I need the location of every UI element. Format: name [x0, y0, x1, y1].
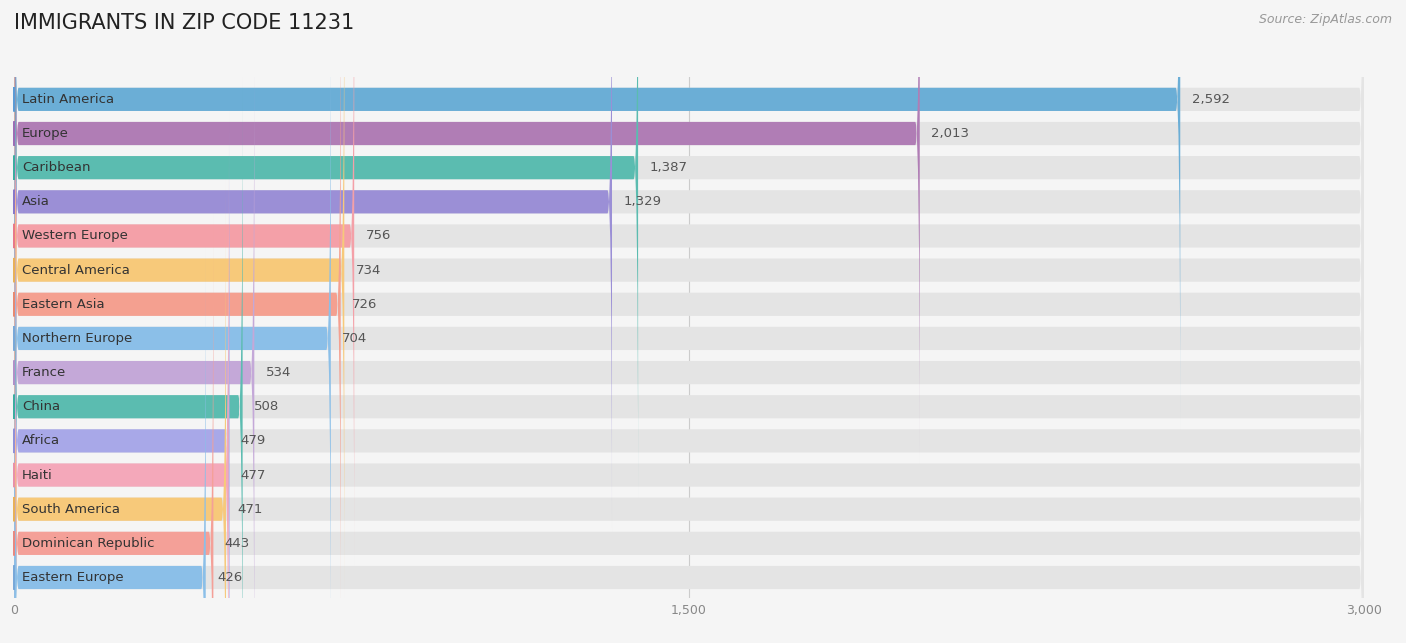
FancyBboxPatch shape: [14, 248, 205, 643]
Text: Haiti: Haiti: [22, 469, 53, 482]
FancyBboxPatch shape: [14, 145, 1364, 643]
FancyBboxPatch shape: [14, 8, 330, 643]
Text: Latin America: Latin America: [22, 93, 114, 106]
FancyBboxPatch shape: [14, 213, 1364, 643]
FancyBboxPatch shape: [14, 179, 1364, 643]
Text: South America: South America: [22, 503, 120, 516]
Text: 2,013: 2,013: [931, 127, 969, 140]
FancyBboxPatch shape: [14, 213, 214, 643]
Text: 426: 426: [217, 571, 242, 584]
Text: 2,592: 2,592: [1191, 93, 1229, 106]
FancyBboxPatch shape: [14, 0, 920, 464]
FancyBboxPatch shape: [14, 0, 1364, 600]
FancyBboxPatch shape: [14, 145, 229, 643]
FancyBboxPatch shape: [14, 0, 344, 600]
FancyBboxPatch shape: [14, 0, 1364, 634]
Text: 1,329: 1,329: [623, 195, 661, 208]
Text: 756: 756: [366, 230, 391, 242]
FancyBboxPatch shape: [14, 42, 254, 643]
Text: 471: 471: [238, 503, 263, 516]
FancyBboxPatch shape: [14, 248, 1364, 643]
FancyBboxPatch shape: [14, 111, 1364, 643]
Text: Europe: Europe: [22, 127, 69, 140]
Text: Asia: Asia: [22, 195, 51, 208]
Text: 477: 477: [240, 469, 266, 482]
Text: 704: 704: [342, 332, 367, 345]
Text: 479: 479: [240, 435, 266, 448]
FancyBboxPatch shape: [14, 77, 243, 643]
Text: China: China: [22, 400, 60, 413]
FancyBboxPatch shape: [14, 179, 226, 643]
FancyBboxPatch shape: [14, 42, 1364, 643]
Text: 534: 534: [266, 366, 291, 379]
Text: IMMIGRANTS IN ZIP CODE 11231: IMMIGRANTS IN ZIP CODE 11231: [14, 13, 354, 33]
FancyBboxPatch shape: [14, 77, 1364, 643]
FancyBboxPatch shape: [14, 0, 638, 498]
FancyBboxPatch shape: [14, 0, 1364, 430]
FancyBboxPatch shape: [14, 0, 1364, 532]
FancyBboxPatch shape: [14, 8, 1364, 643]
Text: Caribbean: Caribbean: [22, 161, 90, 174]
Text: 734: 734: [356, 264, 381, 276]
Text: 508: 508: [254, 400, 280, 413]
Text: Eastern Asia: Eastern Asia: [22, 298, 105, 311]
Text: Eastern Europe: Eastern Europe: [22, 571, 124, 584]
Text: Central America: Central America: [22, 264, 129, 276]
FancyBboxPatch shape: [14, 0, 612, 532]
Text: France: France: [22, 366, 66, 379]
FancyBboxPatch shape: [14, 0, 1364, 464]
Text: 1,387: 1,387: [650, 161, 688, 174]
FancyBboxPatch shape: [14, 111, 229, 643]
FancyBboxPatch shape: [14, 0, 1364, 566]
Text: Africa: Africa: [22, 435, 60, 448]
FancyBboxPatch shape: [14, 0, 1180, 430]
FancyBboxPatch shape: [14, 0, 1364, 498]
FancyBboxPatch shape: [14, 0, 340, 634]
Text: Western Europe: Western Europe: [22, 230, 128, 242]
Text: 726: 726: [352, 298, 377, 311]
FancyBboxPatch shape: [14, 0, 354, 566]
Text: 443: 443: [225, 537, 250, 550]
Text: Dominican Republic: Dominican Republic: [22, 537, 155, 550]
Text: Source: ZipAtlas.com: Source: ZipAtlas.com: [1258, 13, 1392, 26]
Text: Northern Europe: Northern Europe: [22, 332, 132, 345]
